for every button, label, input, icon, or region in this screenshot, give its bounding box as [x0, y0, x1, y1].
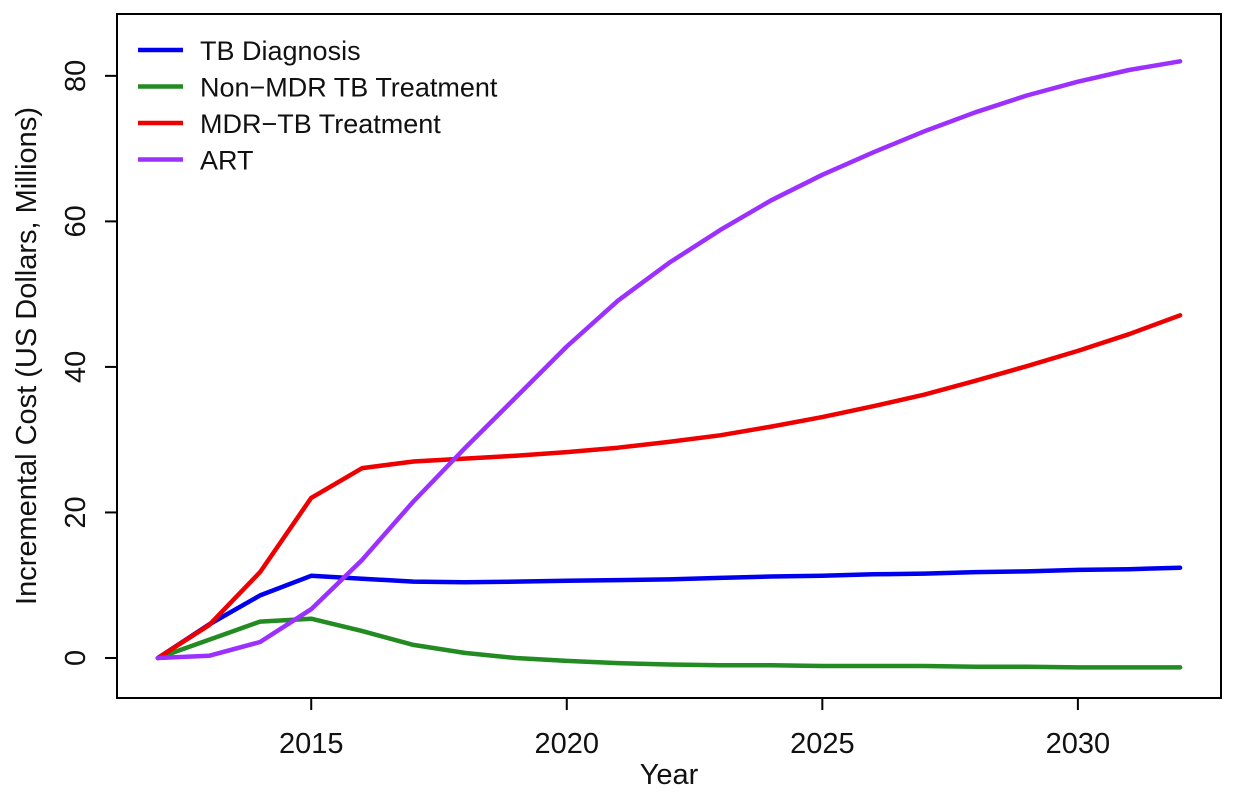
y-tick-label: 20 [60, 496, 92, 528]
series-line-tb-diagnosis [155, 565, 1183, 661]
legend: TB Diagnosis Non−MDR TB Treatment MDR−TB T… [138, 36, 498, 176]
legend-label: MDR−TB Treatment [200, 109, 441, 139]
plot-frame [116, 13, 1222, 699]
y-axis-title: Incremental Cost (US Dollars, Millions) [11, 107, 43, 605]
x-tick-label: 2025 [790, 728, 855, 760]
y-tick-label: 0 [60, 650, 92, 666]
legend-label: ART [200, 146, 254, 176]
series-line-non-mdr-tb-treatment [155, 616, 1183, 670]
x-axis-title: Year [640, 759, 699, 791]
x-tick-label: 2030 [1046, 728, 1111, 760]
x-tick-label: 2015 [279, 728, 344, 760]
series-line-mdr-tb-treatment [155, 313, 1183, 661]
series-line-art [155, 59, 1183, 661]
y-tick-label: 40 [60, 351, 92, 383]
series-layer [155, 59, 1183, 670]
legend-label: Non−MDR TB Treatment [200, 73, 498, 103]
legend-label: TB Diagnosis [200, 36, 361, 66]
legend-item: MDR−TB Treatment [138, 109, 441, 139]
y-tick-label: 80 [60, 60, 92, 92]
y-tick-label: 60 [60, 205, 92, 237]
y-axis: 0 20 40 60 80 [60, 60, 117, 666]
x-axis: 2015 2020 2025 2030 [279, 698, 1110, 760]
legend-item: Non−MDR TB Treatment [138, 73, 498, 103]
legend-item: ART [138, 146, 254, 176]
legend-item: TB Diagnosis [138, 36, 361, 66]
x-tick-label: 2020 [535, 728, 600, 760]
